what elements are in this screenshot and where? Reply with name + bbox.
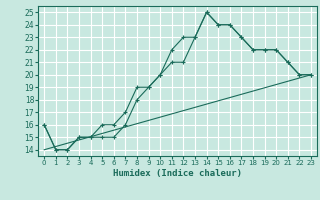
X-axis label: Humidex (Indice chaleur): Humidex (Indice chaleur) [113,169,242,178]
